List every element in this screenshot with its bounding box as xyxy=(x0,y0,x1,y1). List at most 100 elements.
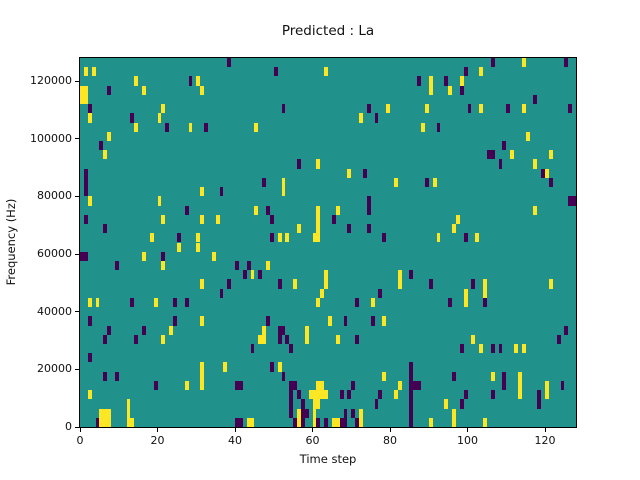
heatmap-cell-low xyxy=(103,371,108,381)
heatmap-cell-low xyxy=(486,150,491,160)
heatmap-cell-low xyxy=(316,417,321,427)
heatmap-cell-high xyxy=(91,67,96,77)
heatmap-cell-high xyxy=(126,408,131,418)
heatmap-cell-low xyxy=(250,343,255,354)
heatmap-cell-low xyxy=(568,196,573,206)
heatmap-cell-high xyxy=(545,168,549,178)
heatmap-cell-low xyxy=(428,279,433,289)
heatmap-cell-high xyxy=(324,279,328,289)
x-axis-label: Time step xyxy=(299,452,357,466)
heatmap-cell-low xyxy=(142,325,146,335)
heatmap-cell-low xyxy=(300,408,305,418)
heatmap-cell-low xyxy=(343,408,348,418)
heatmap-cell-high xyxy=(320,288,325,298)
heatmap-cell-high xyxy=(463,297,468,308)
heatmap-cell-low xyxy=(409,362,414,372)
heatmap-cell-high xyxy=(448,85,452,95)
heatmap-cell-low xyxy=(568,104,573,114)
heatmap-cell-low xyxy=(378,288,383,298)
x-tick-label: 40 xyxy=(228,434,242,447)
heatmap-cell-low xyxy=(165,122,170,132)
heatmap-cell-high xyxy=(521,343,526,354)
heatmap-cell-low xyxy=(289,390,294,400)
heatmap-cell-high xyxy=(533,159,538,169)
heatmap-cell-high xyxy=(359,408,363,418)
heatmap-cell-low xyxy=(324,417,328,427)
heatmap-cell-high xyxy=(161,334,166,344)
y-tick-mark xyxy=(75,311,79,313)
heatmap-cell-high xyxy=(521,104,526,114)
heatmap-cell-low xyxy=(366,205,371,215)
heatmap-cell-high xyxy=(312,233,317,243)
heatmap-cell-low xyxy=(277,279,282,289)
heatmap-cell-high xyxy=(80,85,84,95)
y-tick-mark xyxy=(75,426,79,428)
heatmap-cell-high xyxy=(545,380,549,391)
heatmap-cell-low xyxy=(281,371,286,381)
y-tick-label: 80000 xyxy=(37,189,72,203)
heatmap-cell-low xyxy=(417,76,421,86)
heatmap-cell-low xyxy=(374,399,379,409)
heatmap-cell-high xyxy=(258,334,263,344)
x-tick-label: 100 xyxy=(457,434,478,447)
heatmap-cell-high xyxy=(80,94,84,105)
heatmap-cell-high xyxy=(525,131,530,142)
x-tick-mark xyxy=(389,428,391,432)
heatmap-cell-high xyxy=(211,251,216,261)
heatmap-cell-high xyxy=(548,150,553,160)
heatmap-cell-high xyxy=(83,67,88,77)
heatmap-cell-high xyxy=(188,122,193,132)
heatmap-cell-low xyxy=(409,399,414,409)
x-tick-mark xyxy=(312,428,313,432)
heatmap-cell-low xyxy=(506,104,511,114)
heatmap-cell-low xyxy=(114,260,119,271)
heatmap-cell-high xyxy=(157,196,162,206)
heatmap-cell-high xyxy=(455,214,460,225)
heatmap-cell-high xyxy=(293,279,297,289)
heatmap-cell-low xyxy=(293,380,297,391)
heatmap-cell-low xyxy=(409,390,414,400)
heatmap-cell-low xyxy=(564,325,569,335)
heatmap-cell-high xyxy=(316,380,321,391)
heatmap-cell-low xyxy=(304,408,309,418)
heatmap-cell-low xyxy=(339,390,344,400)
heatmap-cell-high xyxy=(514,343,518,354)
heatmap-cell-high xyxy=(87,196,92,206)
heatmap-cell-low xyxy=(366,104,371,114)
heatmap-cells-layer xyxy=(80,58,576,427)
x-tick-label: 20 xyxy=(150,434,165,447)
heatmap-cell-low xyxy=(297,390,301,400)
heatmap-cell-low xyxy=(219,288,224,298)
heatmap-cell-low xyxy=(238,417,243,427)
y-tick-label: 100000 xyxy=(30,131,72,145)
heatmap-cell-high xyxy=(142,85,146,95)
heatmap-cell-high xyxy=(223,362,228,372)
heatmap-cell-low xyxy=(537,399,542,409)
heatmap-cell-low xyxy=(134,334,139,344)
heatmap-cell-low xyxy=(281,104,286,114)
heatmap-cell-low xyxy=(83,214,88,225)
heatmap-cell-high xyxy=(262,325,266,335)
heatmap-cell-low xyxy=(355,297,359,308)
heatmap-cell-high xyxy=(359,113,363,123)
heatmap-cell-high xyxy=(200,362,204,372)
heatmap-cell-low xyxy=(235,417,239,427)
heatmap-cell-low xyxy=(235,380,239,391)
heatmap-cell-high xyxy=(316,214,321,225)
heatmap-cell-high xyxy=(200,279,204,289)
heatmap-cell-high xyxy=(479,67,483,77)
heatmap-cell-low xyxy=(347,224,352,234)
heatmap-cell-high xyxy=(382,316,387,326)
y-tick-label: 60000 xyxy=(37,247,72,261)
heatmap-cell-low xyxy=(289,380,294,391)
heatmap-cell-high xyxy=(432,177,437,188)
heatmap-cell-high xyxy=(335,417,340,427)
heatmap-cell-low xyxy=(502,371,507,381)
heatmap-cell-high xyxy=(452,408,456,418)
heatmap-cell-high xyxy=(316,390,321,400)
heatmap-cell-low xyxy=(355,417,359,427)
heatmap-cell-low xyxy=(130,297,135,308)
heatmap-cell-high xyxy=(126,417,131,427)
heatmap-cell-high xyxy=(130,417,135,427)
heatmap-cell-low xyxy=(370,316,375,326)
